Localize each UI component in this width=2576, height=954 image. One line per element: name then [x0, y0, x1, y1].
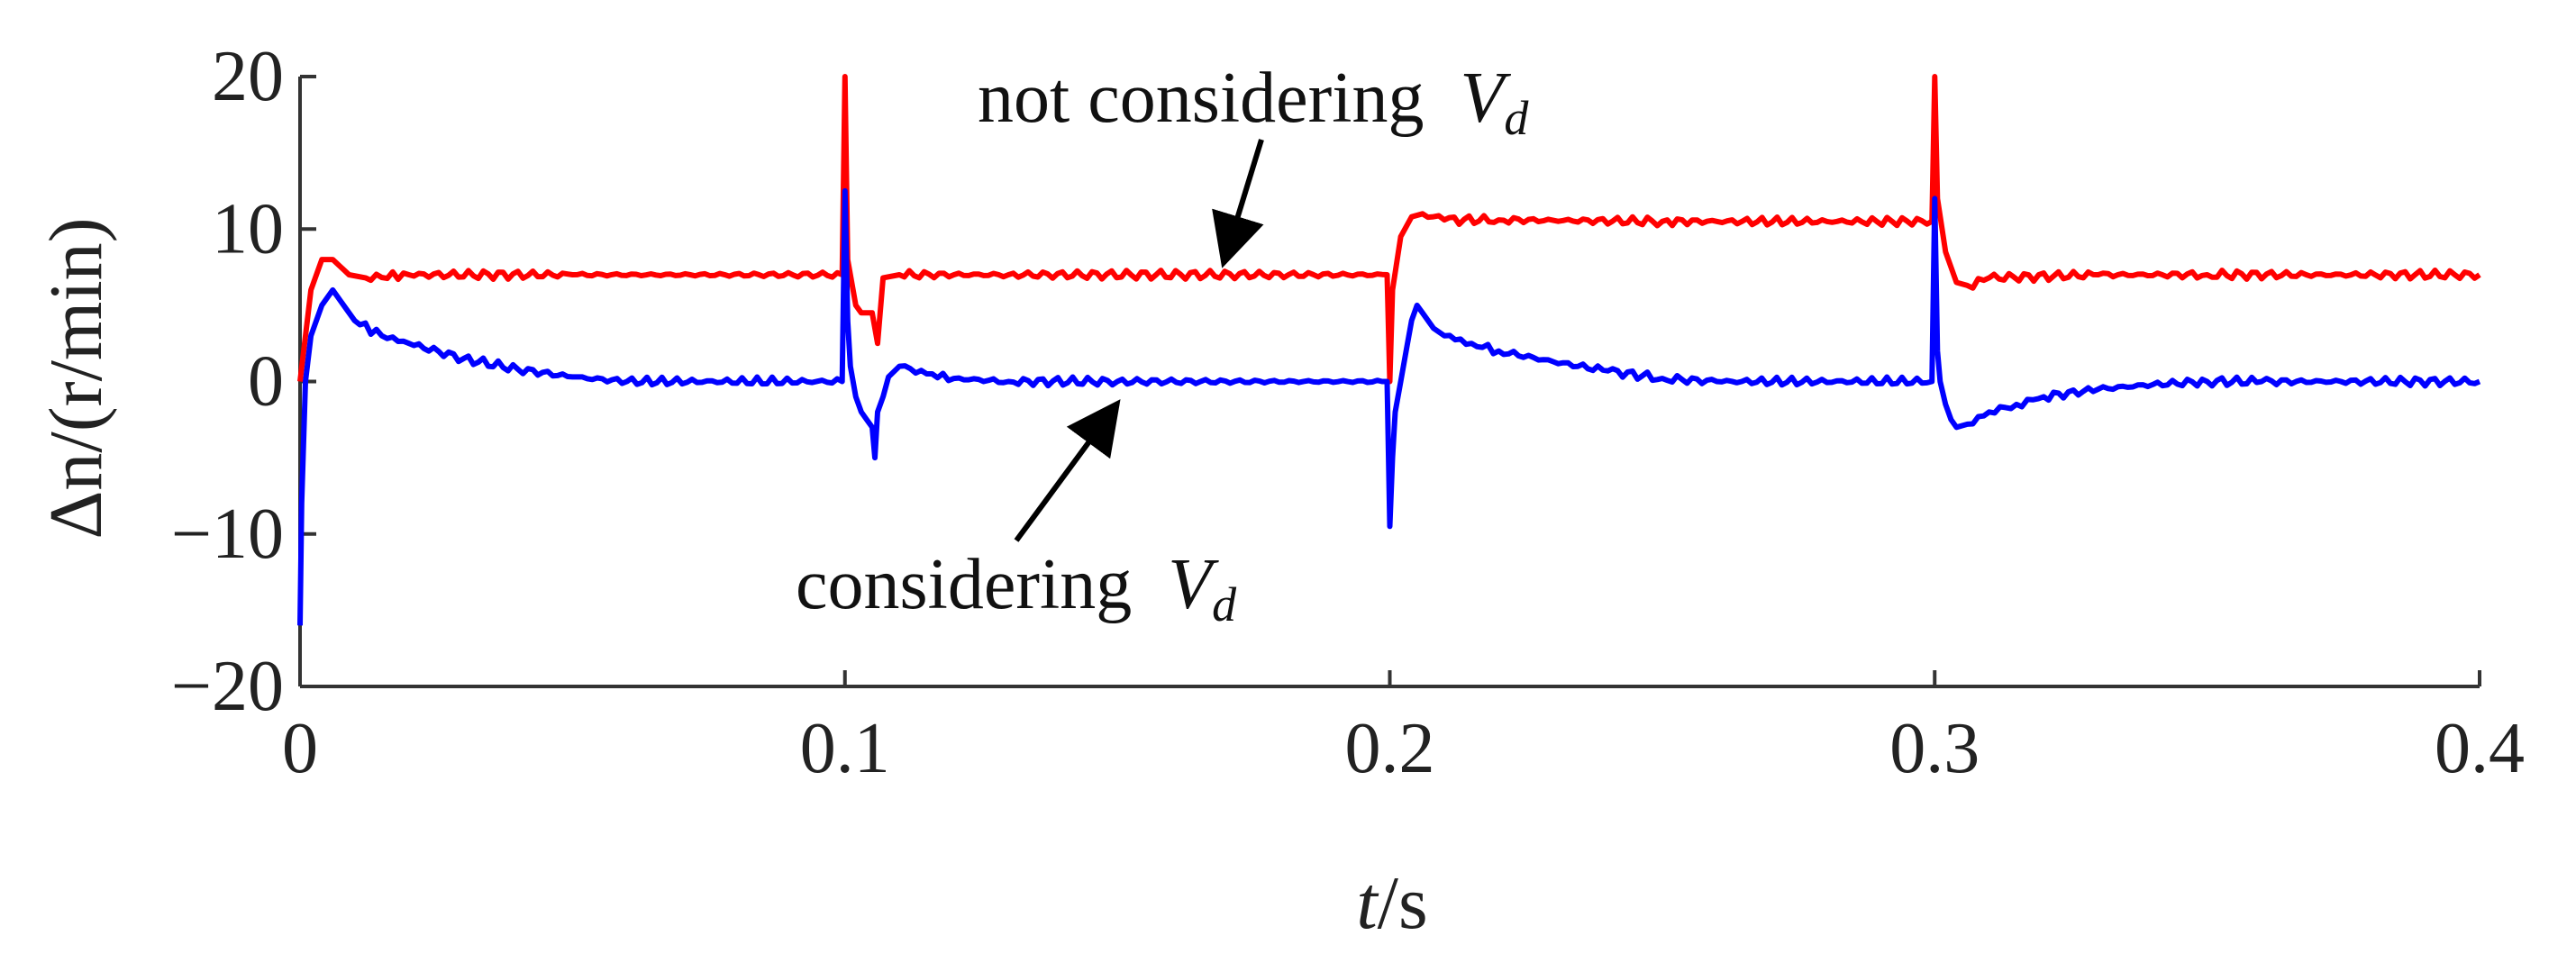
- annotation-blue-arrow: [1014, 399, 1121, 542]
- x-tick-label: 0.3: [1889, 709, 1980, 788]
- x-tick-label: 0: [282, 709, 318, 788]
- y-axis: 20 10 0 −10 −20: [171, 37, 316, 726]
- series-layer: [297, 74, 2481, 626]
- x-tick-label: 0.4: [2435, 709, 2525, 788]
- x-tick-label: 0.1: [800, 709, 890, 788]
- annotation-red: not considering Vd: [978, 59, 1529, 145]
- y-tick-label: −20: [171, 647, 284, 726]
- x-axis-label: t/s: [1356, 861, 1427, 945]
- annotation-blue: considering Vd: [796, 545, 1237, 631]
- annotation-red-arrow: [1212, 139, 1264, 268]
- series-line-red: [297, 74, 2481, 385]
- x-tick-label: 0.2: [1345, 709, 1435, 788]
- y-axis-label: Δn/(r/min): [34, 217, 118, 539]
- y-tick-label: −10: [171, 495, 284, 574]
- y-tick-label: 0: [248, 342, 284, 422]
- x-axis: 0 0.1 0.2 0.3 0.4: [282, 670, 2525, 788]
- y-tick-label: 20: [212, 37, 284, 116]
- y-tick-label: 10: [212, 189, 284, 268]
- series-line-blue: [297, 187, 2481, 626]
